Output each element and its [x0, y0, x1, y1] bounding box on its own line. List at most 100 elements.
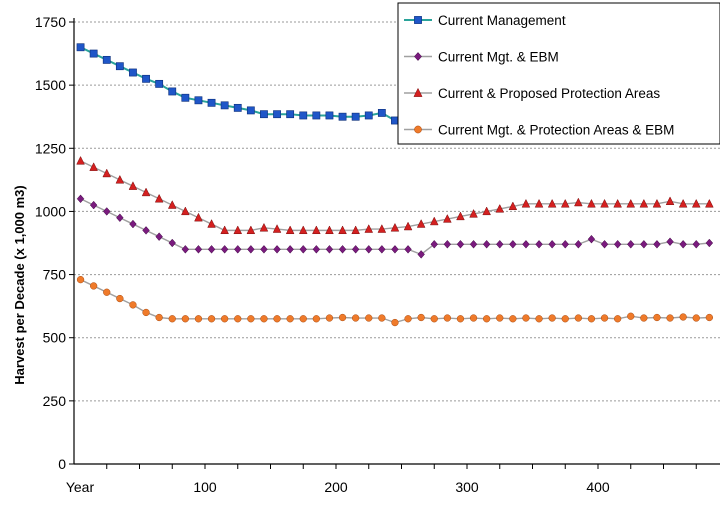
data-point	[233, 103, 242, 112]
data-point	[430, 315, 438, 323]
data-point	[548, 314, 556, 322]
data-point	[181, 245, 190, 254]
data-point	[482, 206, 491, 216]
data-point	[482, 239, 491, 249]
data-point	[260, 110, 268, 119]
data-point	[692, 314, 700, 322]
data-point	[154, 193, 164, 203]
series-1	[76, 43, 399, 125]
data-point	[509, 315, 517, 323]
data-point	[626, 198, 636, 208]
data-point	[351, 245, 360, 254]
data-point	[286, 315, 294, 323]
data-point	[234, 315, 242, 323]
data-point	[351, 112, 360, 121]
data-point	[417, 313, 425, 322]
y-tick-label: 0	[58, 456, 66, 472]
data-point	[90, 282, 98, 290]
data-point	[430, 239, 438, 249]
data-point	[128, 181, 138, 190]
data-point	[653, 313, 661, 322]
data-point	[102, 168, 112, 178]
data-point	[377, 109, 386, 117]
legend-item: Current & Proposed Protection Areas	[404, 86, 660, 101]
data-point	[194, 245, 203, 254]
data-point	[273, 110, 281, 119]
y-tick-label: 1250	[35, 140, 66, 156]
data-point	[233, 225, 243, 235]
data-point	[338, 112, 347, 121]
data-point	[155, 79, 164, 88]
data-point	[207, 98, 216, 107]
x-tick-label: 200	[324, 479, 348, 495]
data-point	[613, 198, 622, 208]
data-point	[181, 93, 190, 102]
data-point	[76, 275, 85, 284]
data-point	[246, 106, 255, 115]
y-tick-label: 1750	[35, 14, 66, 30]
y-tick-label: 500	[43, 330, 67, 346]
data-point	[260, 315, 268, 323]
data-point	[627, 239, 635, 249]
data-point	[364, 111, 373, 120]
data-point	[522, 314, 530, 322]
data-point	[115, 62, 124, 71]
data-point	[194, 315, 203, 323]
data-point	[535, 239, 543, 249]
data-point	[600, 198, 609, 208]
data-point	[365, 245, 373, 254]
data-point	[391, 116, 399, 125]
data-point	[102, 55, 111, 64]
data-point	[312, 225, 321, 235]
data-point	[508, 201, 518, 211]
legend: Current Management Current Mgt. & EBM Curr…	[397, 2, 720, 145]
data-point	[574, 197, 583, 207]
data-point	[181, 206, 190, 216]
data-point	[587, 198, 596, 208]
data-point	[378, 245, 386, 254]
data-point	[155, 232, 163, 241]
data-point	[272, 224, 282, 233]
data-point	[103, 288, 111, 296]
data-point	[89, 200, 98, 210]
data-point	[220, 245, 229, 254]
data-point	[89, 49, 98, 58]
data-point	[652, 198, 662, 208]
data-point	[129, 68, 137, 77]
data-point	[115, 174, 125, 184]
data-point	[456, 315, 465, 323]
y-tick-label: 1500	[35, 77, 66, 93]
data-point	[352, 314, 360, 322]
data-point	[404, 245, 412, 254]
series-layer	[76, 43, 714, 327]
data-point	[678, 198, 688, 208]
data-point	[76, 43, 85, 52]
series-line	[80, 160, 710, 232]
data-point	[496, 314, 504, 322]
data-point	[692, 239, 700, 249]
data-point	[666, 314, 674, 322]
data-point	[705, 198, 714, 208]
data-point	[141, 187, 151, 197]
data-point	[443, 314, 452, 322]
data-point	[299, 245, 307, 254]
data-point	[587, 234, 596, 244]
data-point	[429, 216, 439, 226]
data-point	[286, 245, 294, 254]
legend-marker	[414, 52, 422, 61]
data-point	[365, 314, 373, 322]
data-point	[155, 313, 163, 322]
data-point	[142, 74, 150, 83]
data-point	[574, 314, 582, 322]
data-point	[679, 239, 687, 249]
data-point	[338, 225, 347, 235]
data-point	[76, 194, 85, 204]
data-point	[168, 87, 177, 96]
x-tick-label: 100	[193, 479, 217, 495]
data-point	[246, 225, 256, 235]
data-point	[76, 155, 85, 165]
y-tick-label: 750	[43, 267, 67, 283]
data-point	[653, 239, 661, 249]
